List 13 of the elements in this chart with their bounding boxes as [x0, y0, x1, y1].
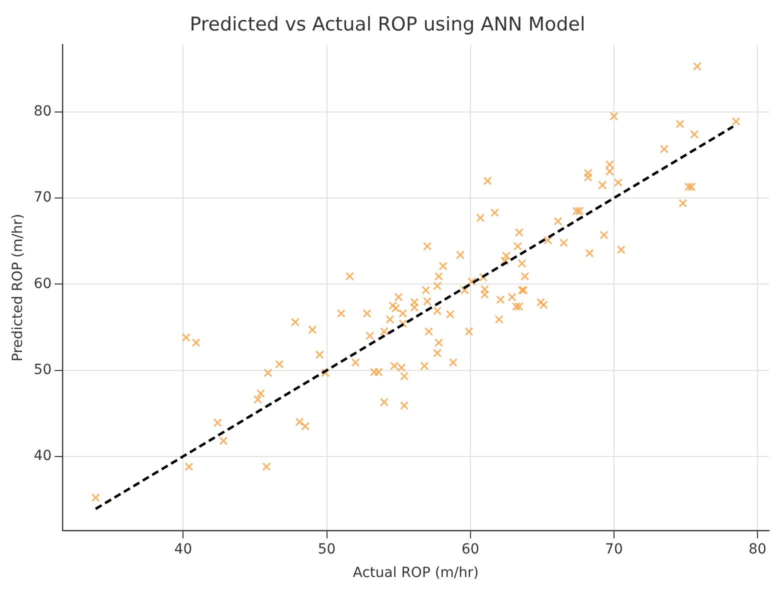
chart-title: Predicted vs Actual ROP using ANN Model	[190, 13, 586, 36]
x-tick-label: 80	[748, 541, 766, 558]
x-axis-title: Actual ROP (m/hr)	[352, 565, 479, 582]
x-tick-label: 40	[174, 541, 192, 558]
x-tick-label: 60	[461, 541, 480, 558]
y-tick-label: 60	[34, 276, 52, 292]
x-tick-label: 70	[605, 541, 623, 558]
y-axis-title: Predicted ROP (m/hr)	[10, 214, 26, 362]
y-tick-label: 50	[34, 362, 52, 378]
y-tick-label: 40	[34, 448, 52, 464]
y-tick-label: 80	[34, 104, 52, 120]
y-tick-label: 70	[34, 190, 52, 206]
x-tick-label: 50	[318, 541, 336, 558]
